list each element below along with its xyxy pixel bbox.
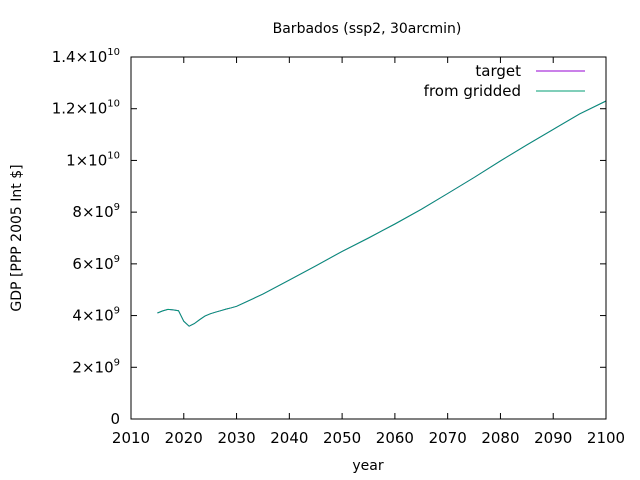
legend-label: from gridded [424, 82, 521, 100]
y-tick-labels: 0 2×109 4×109 6×109 8×109 1×1010 1.2×1010 1.4×1… [52, 47, 120, 428]
x-tick-label: 2080 [481, 429, 519, 447]
y-tick-label: 6×109 [72, 254, 120, 273]
series-line-from-gridded [157, 100, 607, 327]
legend-label: target [475, 62, 521, 80]
y-tick-label: 4×109 [72, 306, 120, 325]
y-tick-label: 1×1010 [66, 150, 120, 169]
x-tick-label: 2020 [165, 429, 203, 447]
plot-frame [130, 56, 607, 420]
chart-title: Barbados (ssp2, 30arcmin) [273, 21, 462, 37]
y-tick-label: 1.4×1010 [52, 47, 120, 66]
legend: target from gridded [424, 62, 585, 100]
series-line-target [157, 100, 607, 327]
x-tick-label: 2010 [112, 429, 150, 447]
x-axis-title: year [352, 458, 383, 474]
y-tick-label: 1.2×1010 [52, 99, 120, 118]
x-tick-label: 2040 [270, 429, 308, 447]
x-tick-label: 2030 [217, 429, 255, 447]
y-tick-label: 0 [110, 410, 120, 428]
x-tick-label: 2050 [323, 429, 361, 447]
x-tick-label: 2090 [534, 429, 572, 447]
y-tick-label: 2×109 [72, 357, 120, 376]
x-tick-labels: 2010 2020 2030 2040 2050 2060 2070 2080 2090 2100 [112, 429, 625, 447]
series-lines [157, 100, 607, 327]
y-axis-title: GDP [PPP 2005 Int $] [9, 164, 25, 311]
axis-ticks [130, 56, 607, 420]
x-tick-label: 2070 [429, 429, 467, 447]
x-tick-label: 2100 [587, 429, 625, 447]
y-tick-label: 8×109 [72, 202, 120, 221]
x-tick-label: 2060 [376, 429, 414, 447]
